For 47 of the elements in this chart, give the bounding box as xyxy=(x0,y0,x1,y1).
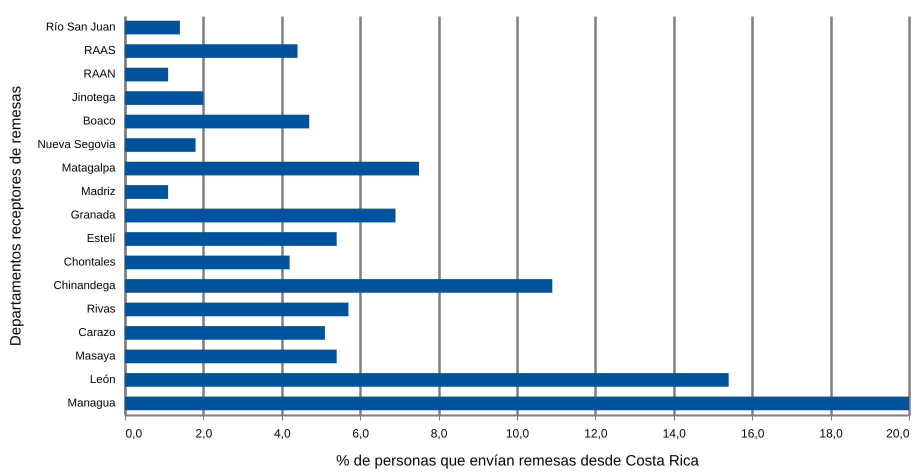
bar xyxy=(125,114,310,128)
bar xyxy=(125,91,204,105)
x-tick-label: 10,0 xyxy=(506,426,530,440)
y-tick-label: Granada xyxy=(70,210,116,222)
bar xyxy=(125,232,337,246)
y-tick-label: Nueva Segovia xyxy=(38,139,116,152)
x-tick-label: 18,0 xyxy=(819,426,844,440)
y-tick-label: Jinotega xyxy=(72,92,116,104)
x-tick-label: 14,0 xyxy=(662,426,686,440)
y-tick-label: Rivas xyxy=(86,303,116,316)
bar xyxy=(125,350,337,364)
y-tick-label: Madriz xyxy=(80,186,116,198)
bar xyxy=(125,396,909,410)
x-tick-label: 6,0 xyxy=(352,426,370,440)
y-tick-label: Chinandega xyxy=(53,280,116,292)
y-tick-label: Chontales xyxy=(64,256,116,268)
y-tick-label: Río San Juan xyxy=(46,22,116,34)
y-tick-label: Estelí xyxy=(86,233,116,245)
x-tick-label: 8,0 xyxy=(430,426,448,440)
bar xyxy=(125,162,419,176)
x-tick-label: 4,0 xyxy=(274,426,291,440)
bar xyxy=(125,44,298,58)
x-tick-label: 16,0 xyxy=(741,426,765,440)
bar xyxy=(125,326,325,340)
bar xyxy=(125,208,396,222)
y-tick-label: Managua xyxy=(68,397,116,410)
y-tick-label: Boaco xyxy=(82,116,116,128)
x-tick-label: 20,0 xyxy=(886,426,910,440)
y-tick-label: Matagalpa xyxy=(62,162,116,175)
x-tick-label: 2,0 xyxy=(196,426,213,440)
bar xyxy=(125,138,196,152)
y-axis-title: Departamentos receptores de remesas xyxy=(8,86,25,346)
y-tick-label: León xyxy=(90,374,116,386)
bar xyxy=(125,256,290,270)
bar xyxy=(125,373,729,387)
bar xyxy=(125,302,348,316)
bar xyxy=(125,20,180,34)
bar xyxy=(125,279,552,293)
bar xyxy=(125,185,168,199)
y-tick-label: Masaya xyxy=(75,350,116,362)
bar xyxy=(125,68,168,82)
x-tick-label: 0,0 xyxy=(126,426,143,440)
y-tick-label: RAAN xyxy=(84,68,116,81)
y-tick-label: RAAS xyxy=(84,45,116,58)
x-axis-title: % de personas que envían remesas desde Costa Rica xyxy=(336,452,700,470)
y-tick-label: Carazo xyxy=(78,326,116,339)
x-tick-label: 12,0 xyxy=(584,426,608,440)
